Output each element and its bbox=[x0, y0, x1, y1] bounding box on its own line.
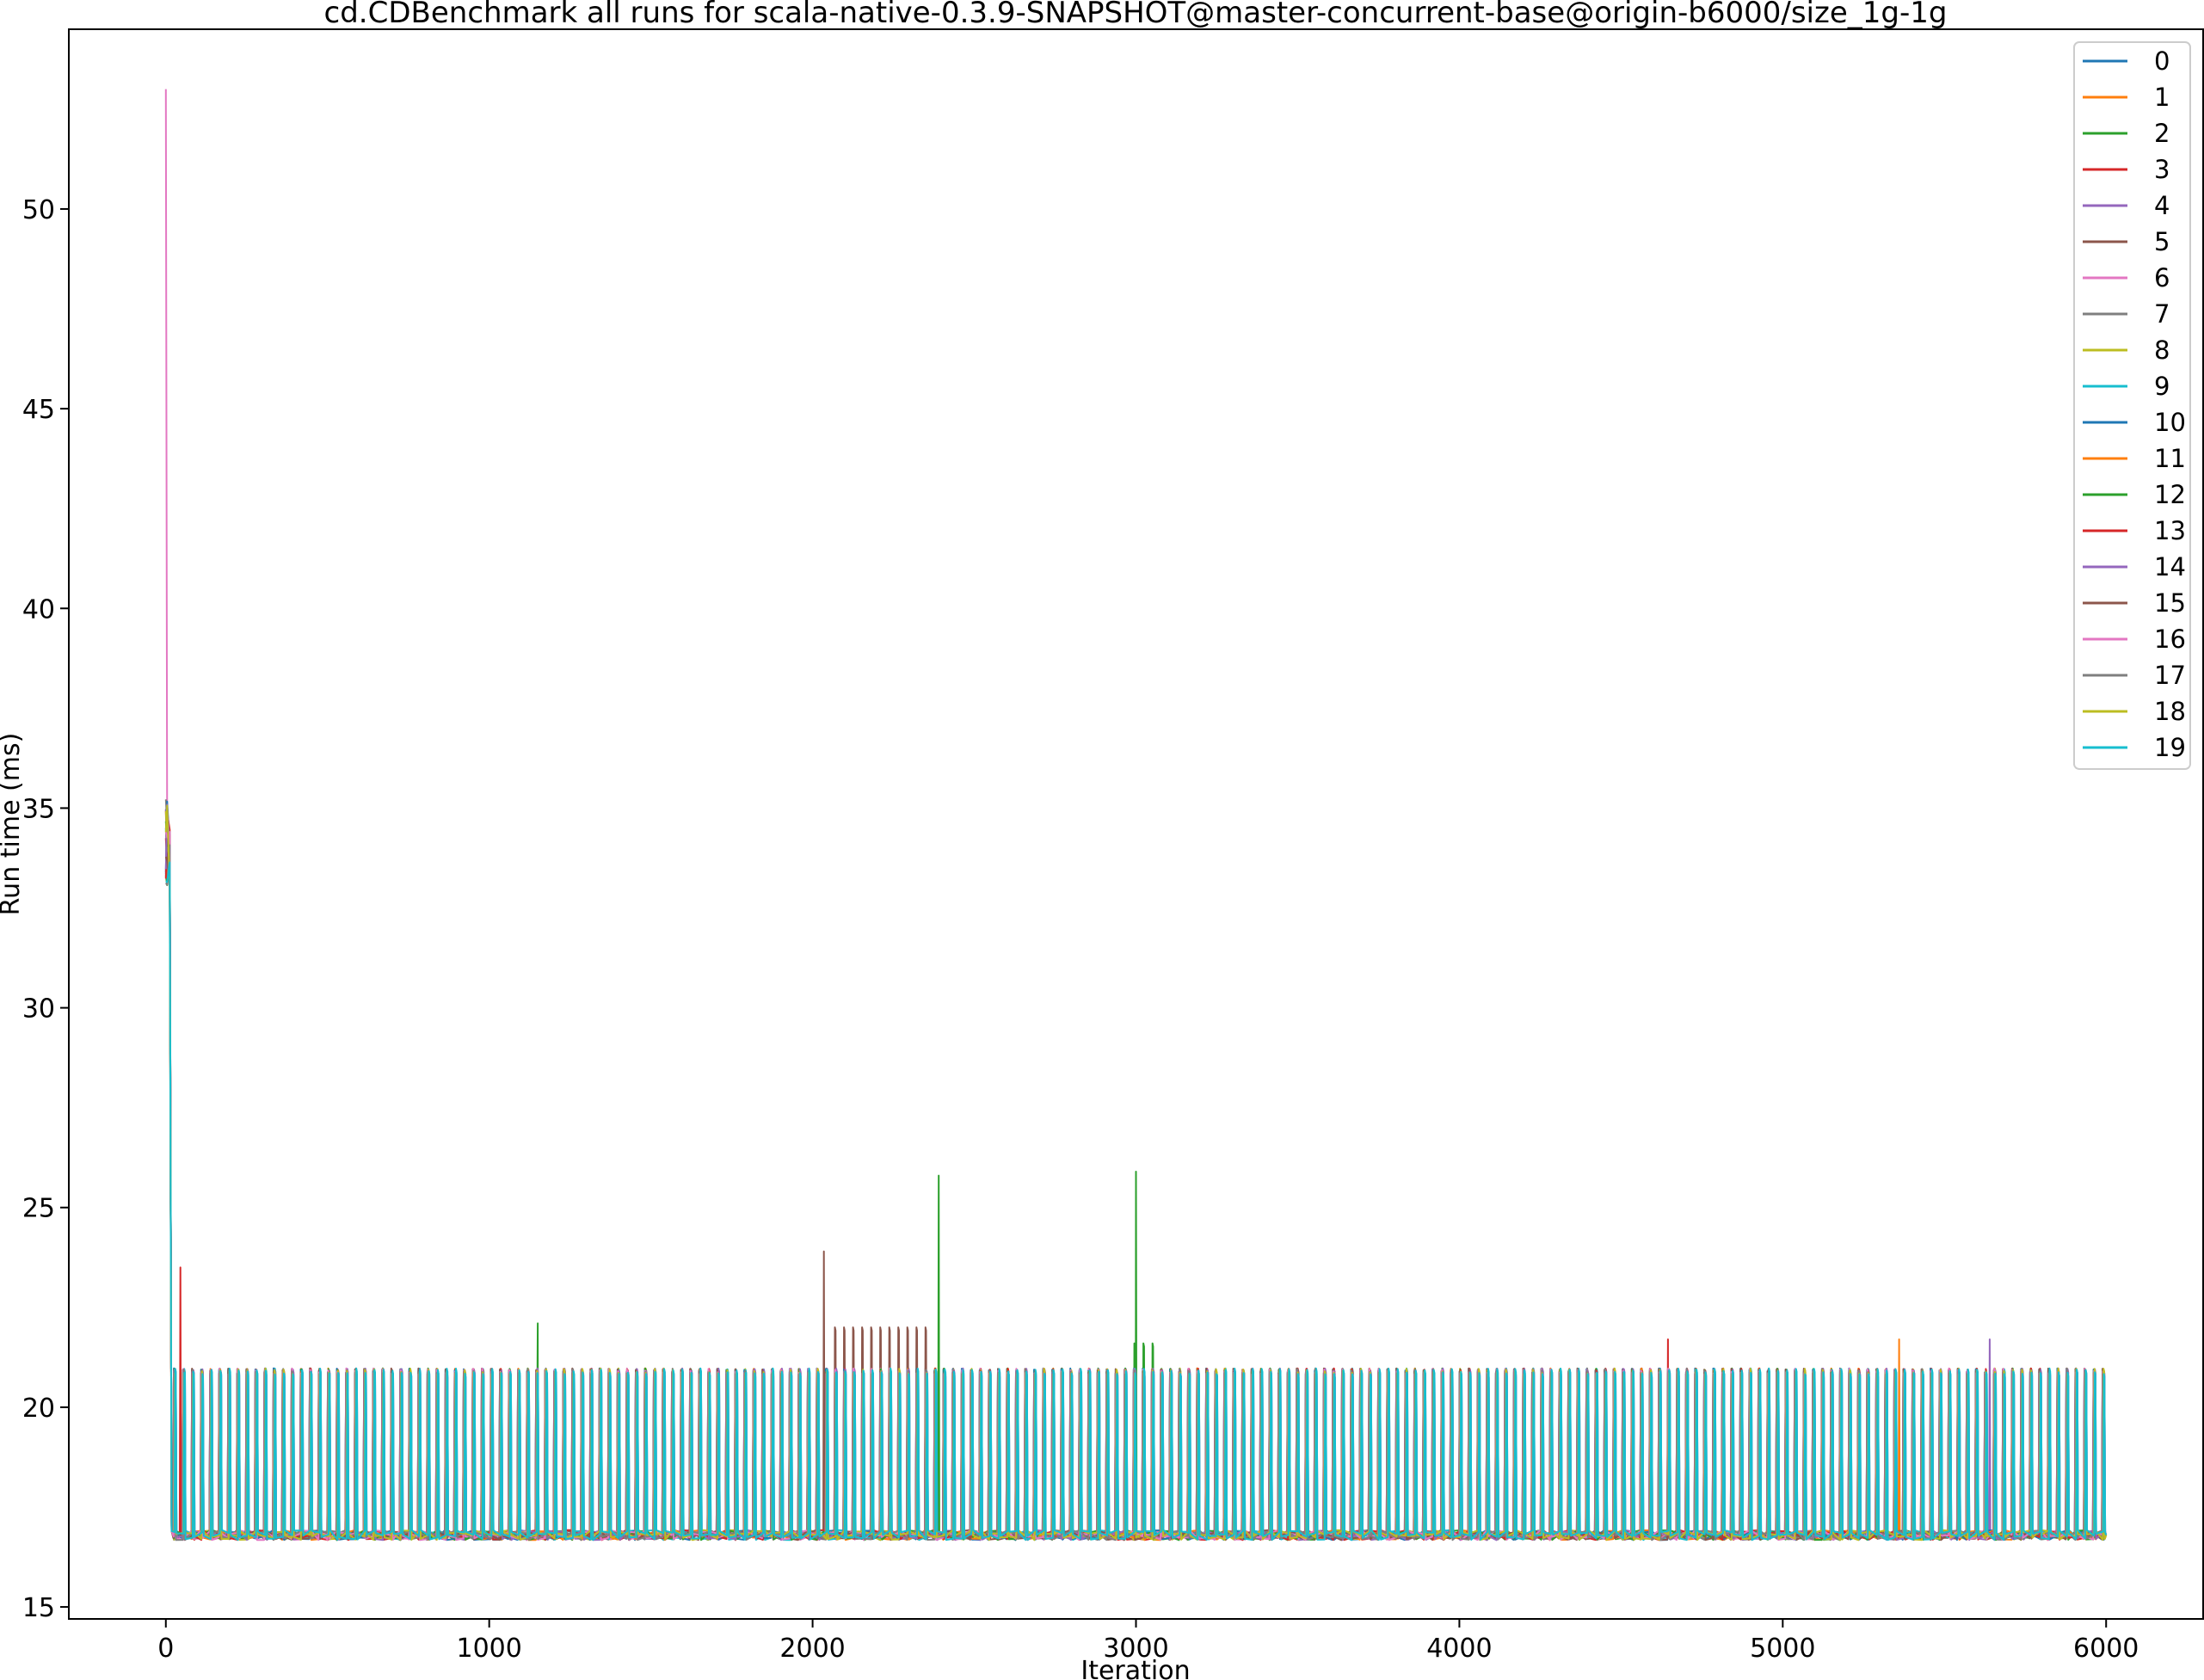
series-line-19 bbox=[165, 861, 2108, 1542]
legend-label: 1 bbox=[2154, 83, 2170, 112]
legend-label: 2 bbox=[2154, 119, 2170, 148]
y-axis-label: Run time (ms) bbox=[0, 733, 26, 916]
y-tick-label: 40 bbox=[22, 594, 55, 625]
legend-label: 7 bbox=[2154, 299, 2170, 329]
legend-label: 18 bbox=[2154, 697, 2186, 726]
x-tick-label: 0 bbox=[157, 1634, 174, 1664]
legend-label: 8 bbox=[2154, 335, 2170, 365]
y-tick-label: 50 bbox=[22, 195, 55, 225]
legend-label: 10 bbox=[2154, 408, 2186, 437]
y-tick-label: 15 bbox=[22, 1593, 55, 1623]
y-tick-label: 20 bbox=[22, 1394, 55, 1424]
legend-label: 16 bbox=[2154, 625, 2186, 654]
x-tick-label: 3000 bbox=[1103, 1634, 1168, 1664]
legend-label: 4 bbox=[2154, 191, 2170, 220]
x-axis-label: Iteration bbox=[1080, 1656, 1190, 1680]
y-tick-label: 45 bbox=[22, 395, 55, 425]
legend-label: 14 bbox=[2154, 552, 2186, 582]
legend-label: 5 bbox=[2154, 227, 2170, 256]
x-tick-label: 4000 bbox=[1426, 1634, 1492, 1664]
x-tick-label: 2000 bbox=[779, 1634, 845, 1664]
legend-label: 17 bbox=[2154, 661, 2186, 690]
y-tick-label: 35 bbox=[22, 794, 55, 824]
legend-label: 6 bbox=[2154, 263, 2170, 292]
legend-label: 15 bbox=[2154, 588, 2186, 618]
plot-lines bbox=[164, 89, 2108, 1542]
legend-label: 0 bbox=[2154, 46, 2170, 76]
legend-label: 3 bbox=[2154, 155, 2170, 184]
y-tick-label: 25 bbox=[22, 1194, 55, 1224]
legend-label: 9 bbox=[2154, 372, 2170, 401]
legend-box bbox=[2073, 41, 2191, 770]
y-tick-label: 30 bbox=[22, 994, 55, 1025]
y-axis-ticks: 15 20 25 30 35 40 45 50 bbox=[22, 195, 69, 1623]
legend-label: 19 bbox=[2154, 733, 2186, 762]
plot-frame bbox=[68, 28, 2204, 1620]
chart-title: cd.CDBenchmark all runs for scala-native… bbox=[324, 0, 1948, 30]
legend-label: 13 bbox=[2154, 516, 2186, 545]
x-tick-label: 1000 bbox=[457, 1634, 522, 1664]
x-tick-label: 5000 bbox=[1750, 1634, 1815, 1664]
x-tick-label: 6000 bbox=[2073, 1634, 2139, 1664]
legend-label: 11 bbox=[2154, 444, 2186, 473]
x-axis-ticks: 0 1000 2000 3000 4000 5000 6000 bbox=[157, 1619, 2139, 1664]
legend-label: 12 bbox=[2154, 480, 2186, 509]
